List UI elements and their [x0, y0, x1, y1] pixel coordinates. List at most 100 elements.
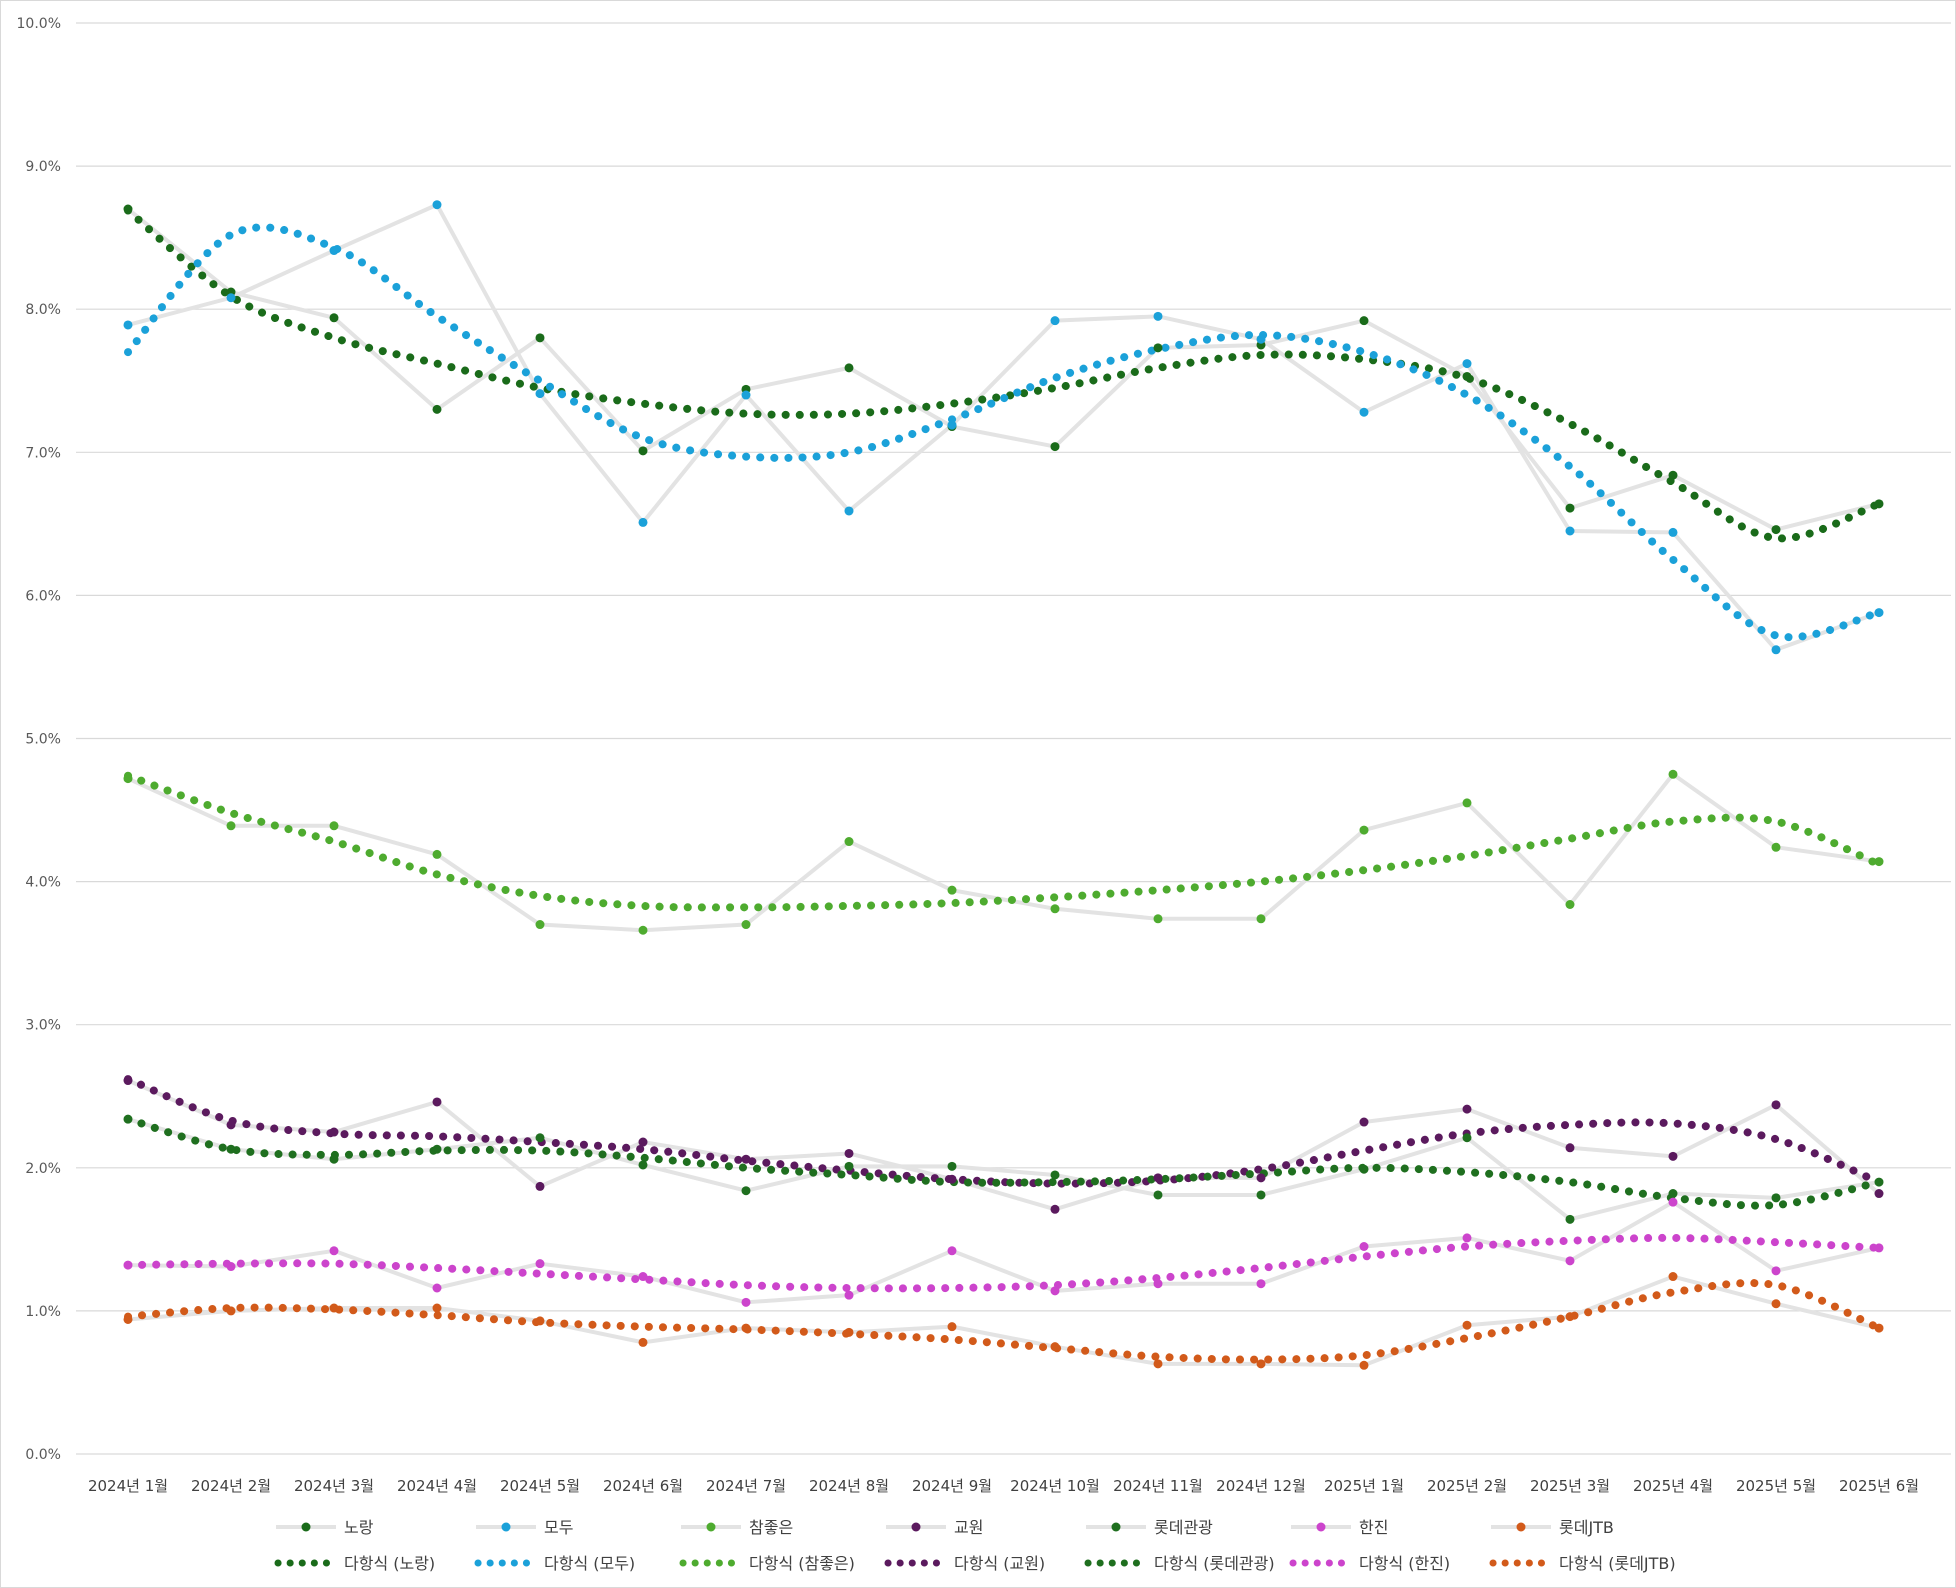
data-point-롯데관광 [1050, 1170, 1060, 1180]
legend-label: 참좋은 [749, 1518, 793, 1537]
legend-swatch-marker [706, 1522, 716, 1532]
data-point-노랑 [1565, 503, 1575, 513]
data-point-참좋은 [947, 885, 957, 895]
x-tick-label: 2024년 6월 [603, 1477, 683, 1495]
gridlines [76, 22, 1951, 1455]
x-tick-label: 2024년 7월 [706, 1477, 786, 1495]
legend-label: 한진 [1359, 1518, 1388, 1537]
data-point-한진 [1462, 1233, 1472, 1243]
x-tick-label: 2024년 5월 [500, 1477, 580, 1495]
x-tick-label: 2024년 12월 [1216, 1477, 1306, 1495]
data-point-롯데jtb [844, 1327, 854, 1337]
legend-label: 모두 [544, 1518, 573, 1537]
data-point-참좋은 [638, 925, 648, 935]
x-tick-label: 2024년 1월 [88, 1477, 168, 1495]
legend-trend-label: 다항식 (노랑) [344, 1554, 435, 1573]
data-point-롯데jtb [638, 1337, 648, 1347]
data-point-롯데jtb [1874, 1323, 1884, 1333]
data-point-모두 [226, 293, 236, 303]
data-point-노랑 [844, 363, 854, 373]
data-point-참좋은 [1462, 798, 1472, 808]
legend-trend-label: 다항식 (참좋은) [749, 1554, 855, 1573]
trendline-노랑 [124, 206, 1883, 543]
data-point-노랑 [1771, 525, 1781, 535]
x-tick-label: 2024년 8월 [809, 1477, 889, 1495]
data-point-한진 [1153, 1279, 1163, 1289]
data-point-교원 [1050, 1204, 1060, 1214]
data-point-롯데jtb [535, 1316, 545, 1326]
data-point-한진 [432, 1283, 442, 1293]
trendline-모두 [124, 223, 1883, 642]
data-point-모두 [844, 506, 854, 516]
data-point-노랑 [1874, 499, 1884, 509]
trendline-참좋은 [124, 771, 1883, 912]
data-point-롯데관광 [1462, 1133, 1472, 1143]
data-point-롯데관광 [1359, 1164, 1369, 1174]
series-lines [126, 202, 1881, 1368]
data-point-모두 [1874, 608, 1884, 618]
data-point-롯데관광 [741, 1186, 751, 1196]
data-point-모두 [947, 420, 957, 430]
y-tick-label: 4.0% [25, 875, 61, 891]
data-point-교원 [329, 1127, 339, 1137]
x-tick-label: 2024년 4월 [397, 1477, 477, 1495]
data-point-참좋은 [329, 821, 339, 831]
data-point-롯데jtb [226, 1306, 236, 1316]
data-point-참좋은 [844, 837, 854, 847]
y-tick-label: 2.0% [25, 1161, 61, 1177]
y-tick-label: 10.0% [17, 16, 61, 32]
data-point-참좋은 [1359, 825, 1369, 835]
data-point-롯데관광 [432, 1144, 442, 1154]
data-point-교원 [844, 1148, 854, 1158]
x-tick-label: 2025년 6월 [1839, 1477, 1919, 1495]
data-point-노랑 [535, 333, 545, 343]
data-point-모두 [1256, 334, 1266, 344]
data-point-모두 [123, 320, 133, 330]
data-point-롯데관광 [226, 1144, 236, 1154]
x-axis: 2024년 1월 2024년 2월 2024년 3월 2024년 4월 2024년 5월… [88, 1477, 1919, 1495]
series-markers [123, 200, 1884, 1370]
legend-swatch-marker [1111, 1522, 1121, 1532]
legend-swatch-marker [1516, 1522, 1526, 1532]
legend-swatch-marker [501, 1522, 511, 1532]
legend-label: 롯데관광 [1154, 1518, 1213, 1537]
legend-trend-label: 다항식 (모두) [544, 1554, 635, 1573]
data-point-노랑 [1050, 442, 1060, 452]
series-line-한진 [127, 1200, 1880, 1305]
data-point-교원 [1565, 1143, 1575, 1153]
data-point-모두 [432, 200, 442, 210]
data-point-롯데jtb [1153, 1359, 1163, 1369]
data-point-롯데관광 [947, 1161, 957, 1171]
data-point-롯데jtb [432, 1303, 442, 1313]
data-point-교원 [947, 1174, 957, 1184]
data-point-모두 [1668, 527, 1678, 537]
x-tick-label: 2025년 4월 [1633, 1477, 1713, 1495]
data-point-모두 [1050, 316, 1060, 326]
data-point-참좋은 [741, 920, 751, 930]
data-point-롯데관광 [1874, 1177, 1884, 1187]
data-point-교원 [1256, 1173, 1266, 1183]
data-point-롯데관광 [638, 1160, 648, 1170]
data-point-한진 [1256, 1279, 1266, 1289]
series-line-교원 [127, 1078, 1881, 1212]
legend-swatch-marker [301, 1522, 311, 1532]
data-point-노랑 [432, 404, 442, 414]
legend-label: 교원 [954, 1518, 983, 1537]
data-point-교원 [1153, 1173, 1163, 1183]
data-point-모두 [741, 390, 751, 400]
data-point-롯데jtb [1256, 1359, 1266, 1369]
data-point-참좋은 [1874, 857, 1884, 867]
data-point-교원 [1462, 1104, 1472, 1114]
data-point-모두 [329, 246, 339, 256]
data-point-참좋은 [535, 920, 545, 930]
data-point-한진 [1874, 1243, 1884, 1253]
data-point-롯데관광 [1771, 1193, 1781, 1203]
legend: 노랑 모두 참좋은 교원 롯데관광 한진 롯데JTB 다항식 (노랑) 다항식 (모두) 다항식 … [274, 1518, 1676, 1573]
y-tick-label: 5.0% [25, 732, 61, 748]
series-line-참좋은 [127, 772, 1880, 933]
legend-swatch-marker [911, 1522, 921, 1532]
data-point-모두 [535, 389, 545, 399]
data-point-한진 [1359, 1242, 1369, 1252]
data-point-참좋은 [1668, 769, 1678, 779]
